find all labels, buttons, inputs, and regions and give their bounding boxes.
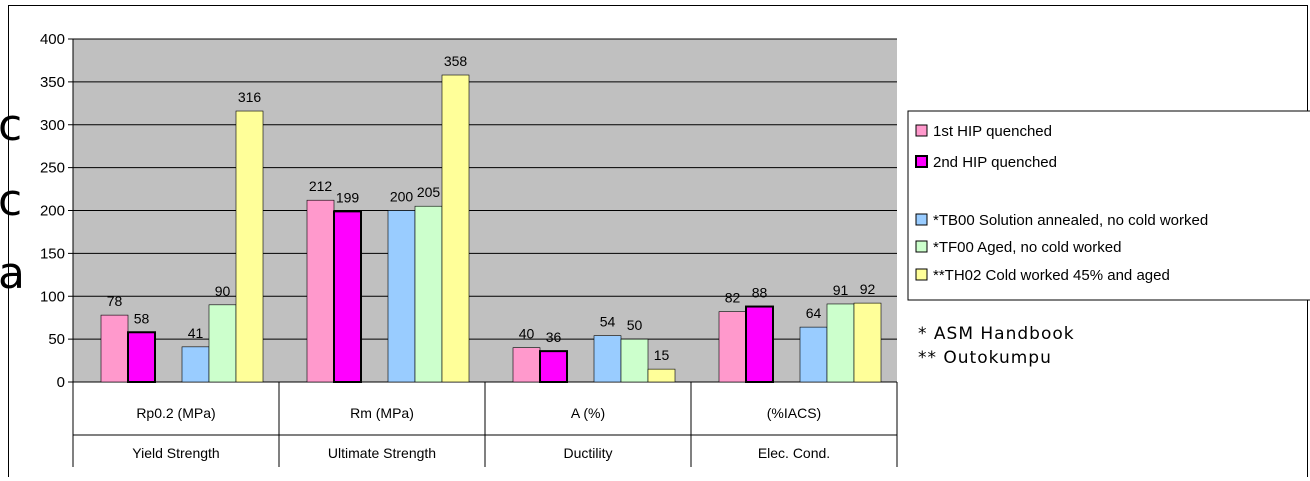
bar-0-2 bbox=[512, 347, 541, 383]
note-outokumpu: ** Outokumpu bbox=[918, 348, 1052, 368]
category-group-label-3: Elec. Cond. bbox=[758, 445, 830, 461]
bar-4-0 bbox=[235, 110, 264, 383]
data-label-3-0: 90 bbox=[215, 283, 231, 299]
bar-1-0 bbox=[127, 331, 156, 384]
stray-glyph-2: c bbox=[0, 175, 23, 226]
category-group-label-0: Yield Strength bbox=[132, 445, 219, 461]
bar-2-3 bbox=[799, 326, 828, 383]
y-tick-label-100: 100 bbox=[40, 288, 65, 305]
data-label-0-0: 78 bbox=[107, 293, 123, 309]
y-tick-label-0: 0 bbox=[57, 374, 65, 391]
data-label-4-3: 92 bbox=[860, 281, 876, 297]
bar-3-3 bbox=[826, 303, 855, 383]
bar-4-2 bbox=[647, 368, 676, 383]
category-label-2: A (%) bbox=[571, 405, 605, 421]
data-label-0-2: 40 bbox=[519, 326, 535, 342]
legend-label-1: 2nd HIP quenched bbox=[933, 154, 1057, 171]
bar-2-2 bbox=[593, 335, 622, 383]
data-label-2-1: 200 bbox=[390, 189, 414, 205]
stray-glyph-1: c bbox=[0, 100, 23, 151]
legend-label-2: *TB00 Solution annealed, no cold worked bbox=[933, 212, 1208, 229]
category-group-label-1: Ultimate Strength bbox=[328, 445, 436, 461]
data-label-2-0: 41 bbox=[188, 325, 204, 341]
bar-0-0 bbox=[100, 314, 129, 383]
data-label-1-3: 88 bbox=[752, 285, 768, 301]
note-asm-handbook: * ASM Handbook bbox=[918, 324, 1075, 344]
stray-glyph-3: a bbox=[0, 248, 25, 299]
data-label-1-0: 58 bbox=[134, 310, 150, 326]
bar-4-3 bbox=[853, 302, 882, 383]
data-label-4-0: 316 bbox=[238, 89, 262, 105]
legend-swatch-4 bbox=[915, 268, 928, 281]
data-label-4-2: 15 bbox=[654, 347, 670, 363]
legend-label-4: **TH02 Cold worked 45% and aged bbox=[933, 267, 1170, 284]
bar-0-3 bbox=[718, 311, 747, 383]
category-group-label-2: Ductility bbox=[563, 445, 612, 461]
data-label-0-1: 212 bbox=[309, 178, 333, 194]
bar-3-1 bbox=[414, 205, 443, 383]
legend-label-0: 1st HIP quenched bbox=[933, 123, 1052, 140]
data-label-1-1: 199 bbox=[336, 189, 360, 205]
bar-1-1 bbox=[333, 210, 362, 383]
data-label-4-1: 358 bbox=[444, 53, 468, 69]
y-tick-label-400: 400 bbox=[40, 31, 65, 48]
bar-4-1 bbox=[441, 74, 470, 383]
bar-0-1 bbox=[306, 199, 335, 383]
y-tick-label-200: 200 bbox=[40, 203, 65, 220]
y-tick-label-300: 300 bbox=[40, 117, 65, 134]
data-label-1-2: 36 bbox=[546, 329, 562, 345]
y-tick-label-250: 250 bbox=[40, 160, 65, 177]
category-label-1: Rm (MPa) bbox=[350, 405, 414, 421]
legend-label-3: *TF00 Aged, no cold worked bbox=[933, 239, 1121, 256]
bar-2-0 bbox=[181, 346, 210, 383]
data-label-0-3: 82 bbox=[725, 290, 741, 306]
data-label-3-2: 50 bbox=[627, 317, 643, 333]
data-label-2-3: 64 bbox=[806, 305, 822, 321]
data-label-2-2: 54 bbox=[600, 314, 616, 330]
data-label-3-3: 91 bbox=[833, 282, 849, 298]
y-tick-label-150: 150 bbox=[40, 245, 65, 262]
bar-2-1 bbox=[387, 210, 416, 383]
bar-3-2 bbox=[620, 338, 649, 383]
legend-swatch-0 bbox=[915, 124, 928, 137]
bar-3-0 bbox=[208, 304, 237, 383]
category-label-3: (%IACS) bbox=[767, 405, 821, 421]
y-tick-label-50: 50 bbox=[48, 331, 65, 348]
bar-1-2 bbox=[539, 350, 568, 384]
category-label-0: Rp0.2 (MPa) bbox=[136, 405, 215, 421]
bar-1-3 bbox=[745, 305, 774, 384]
legend-swatch-3 bbox=[915, 240, 928, 253]
legend-swatch-1 bbox=[915, 155, 928, 168]
legend-swatch-2 bbox=[915, 213, 928, 226]
legend-box bbox=[907, 110, 1310, 301]
data-label-3-1: 205 bbox=[417, 184, 441, 200]
y-tick-label-350: 350 bbox=[40, 74, 65, 91]
